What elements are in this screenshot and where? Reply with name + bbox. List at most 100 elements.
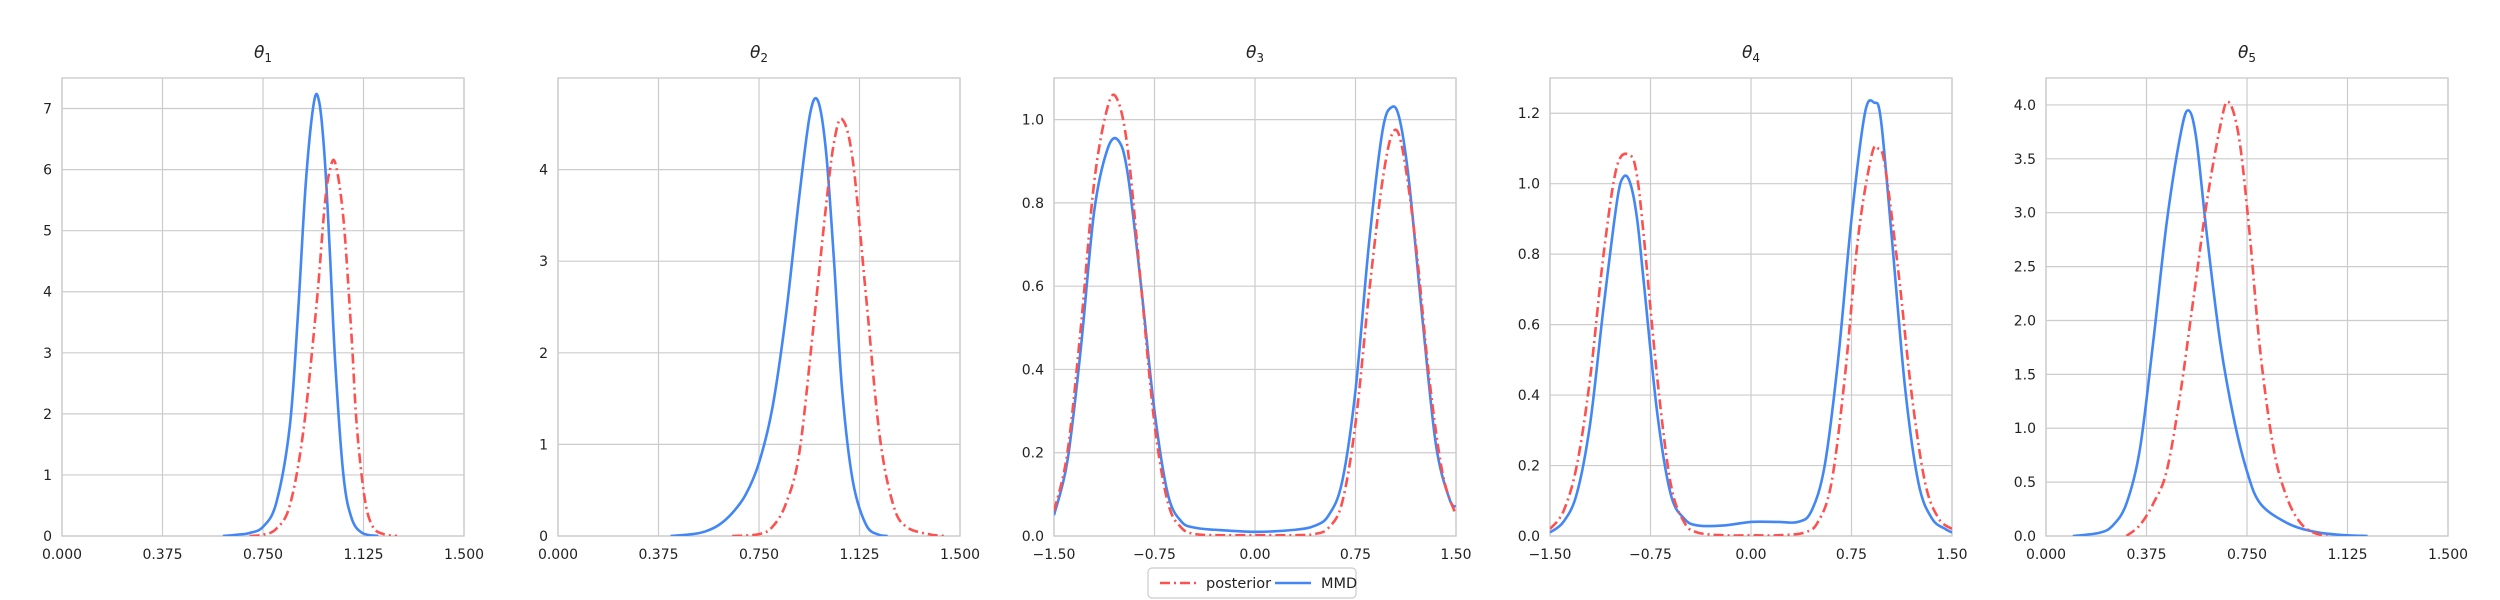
- y-tick-label: 6: [43, 163, 52, 179]
- y-tick-label: 3: [539, 254, 548, 270]
- panel-title-subscript: 4: [1752, 51, 1760, 65]
- panel-title-symbol: θ: [1742, 43, 1753, 63]
- y-tick-label: 0.2: [1022, 446, 1044, 462]
- x-tick-label: 1.500: [444, 547, 484, 563]
- series-line-posterior: [1054, 93, 1456, 536]
- panel-title-symbol: θ: [750, 43, 761, 63]
- panel-title: θ5: [2238, 43, 2256, 65]
- legend: posterior MMD: [1147, 567, 1357, 599]
- panel-title-symbol: θ: [2238, 43, 2249, 63]
- series-line-posterior: [249, 158, 398, 536]
- x-tick-label: 0.000: [538, 547, 578, 563]
- x-tick-label: 1.50: [1936, 547, 1967, 563]
- x-tick-label: 1.500: [940, 547, 980, 563]
- x-tick-label: 0.750: [739, 547, 779, 563]
- panel-title: θ4: [1742, 43, 1760, 65]
- x-tick-label: 0.00: [1735, 547, 1766, 563]
- y-tick-label: 4: [43, 285, 52, 301]
- x-tick-label: 0.75: [1836, 547, 1867, 563]
- panel-title-subscript: 5: [2248, 51, 2256, 65]
- y-tick-label: 1: [43, 468, 52, 484]
- y-tick-label: 2.5: [2014, 260, 2036, 276]
- y-tick-label: 1.2: [1518, 106, 1540, 122]
- panel-title: θ2: [750, 43, 768, 65]
- x-tick-label: 1.50: [1440, 547, 1471, 563]
- x-tick-label: 1.125: [343, 547, 383, 563]
- series-line-posterior: [1550, 144, 1952, 536]
- y-tick-label: 1.5: [2014, 367, 2036, 383]
- plot-frame: [1053, 77, 1457, 537]
- x-tick-label: 0.000: [2026, 547, 2066, 563]
- series-line-mmd: [222, 92, 379, 536]
- x-tick-label: −0.75: [1133, 547, 1176, 563]
- y-tick-label: 7: [43, 102, 52, 118]
- y-tick-label: 0.8: [1022, 196, 1044, 212]
- x-tick-label: 0.00: [1239, 547, 1270, 563]
- y-tick-label: 3: [43, 346, 52, 362]
- y-tick-label: 0.6: [1518, 318, 1540, 334]
- y-tick-label: 2: [539, 346, 548, 362]
- panel-title-subscript: 1: [264, 51, 272, 65]
- legend-label-posterior: posterior: [1206, 576, 1271, 592]
- x-tick-label: 1.500: [2428, 547, 2468, 563]
- panel-title-subscript: 2: [760, 51, 768, 65]
- x-tick-label: −1.50: [1033, 547, 1076, 563]
- y-tick-label: 1: [539, 437, 548, 453]
- y-tick-label: 0.5: [2014, 475, 2036, 491]
- x-tick-label: 0.000: [42, 547, 82, 563]
- series-line-mmd: [670, 96, 888, 536]
- x-tick-label: 0.375: [638, 547, 678, 563]
- y-tick-label: 5: [43, 224, 52, 240]
- x-tick-label: −1.50: [1529, 547, 1572, 563]
- legend-box: [1147, 567, 1357, 599]
- panel-4: −1.50 −0.75 0.00 0.75 1.50 0.0 0.2 0.4 0.6 0.8 1.0…: [1518, 43, 1968, 563]
- panel-3: −1.50 −0.75 0.00 0.75 1.50 0.0 0.2 0.4 0.6 0.8 1.0…: [1022, 43, 1472, 563]
- plot-frame: [1549, 77, 1953, 537]
- x-tick-label: 0.375: [142, 547, 182, 563]
- y-tick-label: 3.5: [2014, 152, 2036, 168]
- x-tick-label: 1.125: [2327, 547, 2367, 563]
- y-tick-label: 2.0: [2014, 313, 2036, 329]
- y-tick-label: 3.0: [2014, 206, 2036, 222]
- series-line-posterior: [732, 117, 947, 536]
- y-tick-label: 1.0: [1518, 177, 1540, 193]
- y-tick-label: 1.0: [2014, 421, 2036, 437]
- panel-title-symbol: θ: [1246, 43, 1257, 63]
- legend-label-mmd: MMD: [1321, 576, 1357, 592]
- series-line-posterior: [2125, 100, 2328, 536]
- y-tick-label: 0: [539, 529, 548, 545]
- panel-title-symbol: θ: [254, 43, 265, 63]
- y-tick-label: 0.8: [1518, 247, 1540, 263]
- y-tick-label: 0.4: [1022, 362, 1044, 378]
- plot-frame: [557, 77, 961, 537]
- y-tick-label: 0: [43, 529, 52, 545]
- panel-title: θ1: [254, 43, 272, 65]
- series-line-mmd: [1550, 98, 1952, 534]
- y-tick-label: 0.0: [1518, 529, 1540, 545]
- y-tick-label: 4.0: [2014, 98, 2036, 114]
- y-tick-label: 0.0: [1022, 529, 1044, 545]
- panel-title: θ3: [1246, 43, 1264, 65]
- y-tick-label: 0.6: [1022, 279, 1044, 295]
- panel-5: 0.000 0.375 0.750 1.125 1.500 0.0 0.5 1.0 1.5 2.0…: [2014, 43, 2468, 563]
- y-tick-label: 1.0: [1022, 113, 1044, 129]
- x-tick-label: 0.750: [2227, 547, 2267, 563]
- plot-frame: [2045, 77, 2449, 537]
- y-tick-label: 0.0: [2014, 529, 2036, 545]
- y-tick-label: 2: [43, 407, 52, 423]
- plot-frame: [61, 77, 465, 537]
- x-tick-label: 1.125: [839, 547, 879, 563]
- y-tick-label: 0.4: [1518, 388, 1540, 404]
- x-tick-label: −0.75: [1629, 547, 1672, 563]
- y-tick-label: 0.2: [1518, 459, 1540, 475]
- series-line-mmd: [2072, 109, 2368, 536]
- panel-title-subscript: 3: [1256, 51, 1264, 65]
- x-tick-label: 0.375: [2126, 547, 2166, 563]
- y-tick-label: 4: [539, 163, 548, 179]
- x-tick-label: 0.75: [1340, 547, 1371, 563]
- series-line-mmd: [1054, 105, 1456, 534]
- x-tick-label: 0.750: [243, 547, 283, 563]
